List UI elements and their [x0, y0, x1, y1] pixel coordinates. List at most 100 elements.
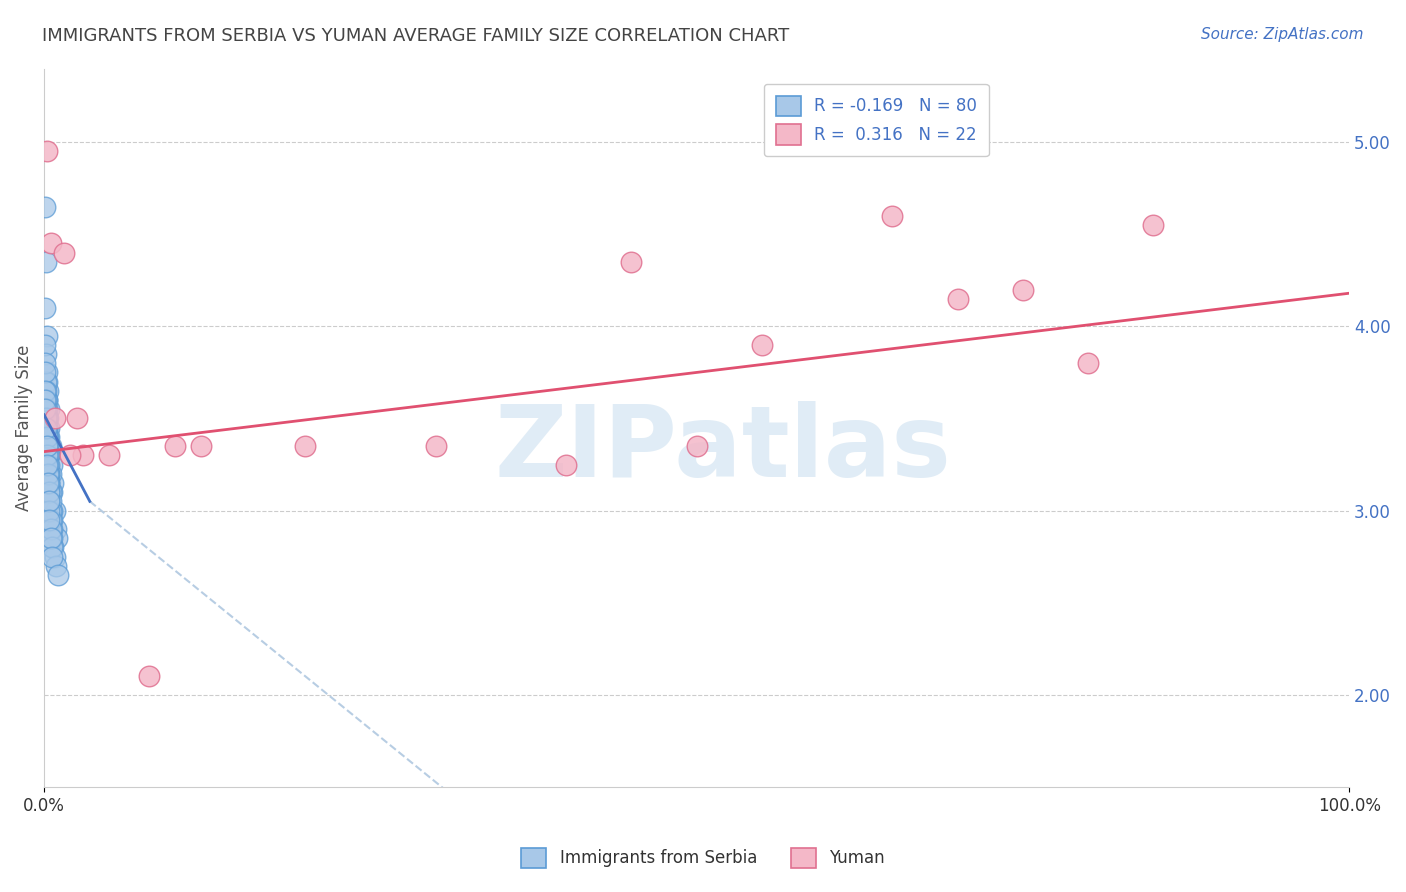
Point	[72, 448, 94, 462]
Point	[37, 384, 59, 398]
Point	[620, 255, 643, 269]
Point	[37, 467, 59, 481]
Point	[35, 392, 58, 407]
Point	[38, 467, 60, 481]
Point	[38, 448, 60, 462]
Point	[52, 245, 75, 260]
Point	[39, 485, 62, 500]
Point	[35, 411, 58, 425]
Text: ZIPatlas: ZIPatlas	[495, 401, 952, 498]
Point	[59, 448, 82, 462]
Point	[190, 439, 212, 453]
Point	[41, 549, 63, 564]
Point	[34, 356, 56, 370]
Point	[41, 531, 63, 545]
Point	[39, 494, 62, 508]
Point	[37, 439, 59, 453]
Legend: R = -0.169   N = 80, R =  0.316   N = 22: R = -0.169 N = 80, R = 0.316 N = 22	[763, 84, 988, 156]
Point	[42, 541, 65, 555]
Point	[35, 255, 58, 269]
Point	[38, 513, 60, 527]
Point	[37, 420, 59, 434]
Point	[38, 448, 60, 462]
Point	[48, 568, 70, 582]
Y-axis label: Average Family Size: Average Family Size	[15, 344, 32, 511]
Point	[38, 494, 60, 508]
Point	[38, 494, 60, 508]
Point	[41, 458, 63, 472]
Point	[39, 513, 62, 527]
Point	[37, 430, 59, 444]
Point	[38, 475, 60, 490]
Point	[37, 430, 59, 444]
Point	[37, 411, 59, 425]
Point	[946, 292, 969, 306]
Point	[37, 448, 59, 462]
Point	[37, 411, 59, 425]
Point	[163, 439, 186, 453]
Point	[37, 475, 59, 490]
Point	[39, 522, 62, 536]
Point	[35, 420, 58, 434]
Point	[34, 366, 56, 380]
Point	[35, 347, 58, 361]
Point	[882, 209, 904, 223]
Point	[686, 439, 709, 453]
Point	[38, 402, 60, 417]
Point	[38, 485, 60, 500]
Point	[35, 402, 58, 417]
Point	[294, 439, 316, 453]
Point	[38, 485, 60, 500]
Point	[37, 458, 59, 472]
Point	[555, 458, 578, 472]
Point	[34, 402, 56, 417]
Point	[35, 375, 58, 389]
Point	[66, 411, 89, 425]
Point	[38, 503, 60, 517]
Point	[37, 458, 59, 472]
Point	[1142, 218, 1164, 232]
Point	[425, 439, 447, 453]
Point	[38, 430, 60, 444]
Point	[37, 448, 59, 462]
Point	[1012, 283, 1035, 297]
Point	[35, 420, 58, 434]
Point	[44, 411, 66, 425]
Point	[39, 531, 62, 545]
Point	[41, 522, 63, 536]
Point	[35, 392, 58, 407]
Point	[35, 375, 58, 389]
Point	[41, 485, 63, 500]
Point	[34, 338, 56, 352]
Point	[35, 402, 58, 417]
Point	[42, 475, 65, 490]
Point	[41, 541, 63, 555]
Point	[35, 411, 58, 425]
Point	[46, 531, 69, 545]
Point	[138, 669, 160, 683]
Point	[35, 439, 58, 453]
Point	[39, 467, 62, 481]
Point	[44, 549, 66, 564]
Point	[45, 522, 67, 536]
Point	[39, 439, 62, 453]
Point	[1077, 356, 1099, 370]
Legend: Immigrants from Serbia, Yuman: Immigrants from Serbia, Yuman	[515, 841, 891, 875]
Point	[38, 458, 60, 472]
Point	[35, 430, 58, 444]
Point	[41, 513, 63, 527]
Point	[751, 338, 773, 352]
Text: IMMIGRANTS FROM SERBIA VS YUMAN AVERAGE FAMILY SIZE CORRELATION CHART: IMMIGRANTS FROM SERBIA VS YUMAN AVERAGE …	[42, 27, 789, 45]
Point	[35, 145, 58, 159]
Point	[39, 236, 62, 251]
Point	[37, 392, 59, 407]
Point	[39, 503, 62, 517]
Point	[35, 328, 58, 343]
Point	[38, 475, 60, 490]
Point	[45, 558, 67, 573]
Point	[98, 448, 121, 462]
Point	[37, 439, 59, 453]
Point	[34, 301, 56, 315]
Text: Source: ZipAtlas.com: Source: ZipAtlas.com	[1201, 27, 1364, 42]
Point	[34, 392, 56, 407]
